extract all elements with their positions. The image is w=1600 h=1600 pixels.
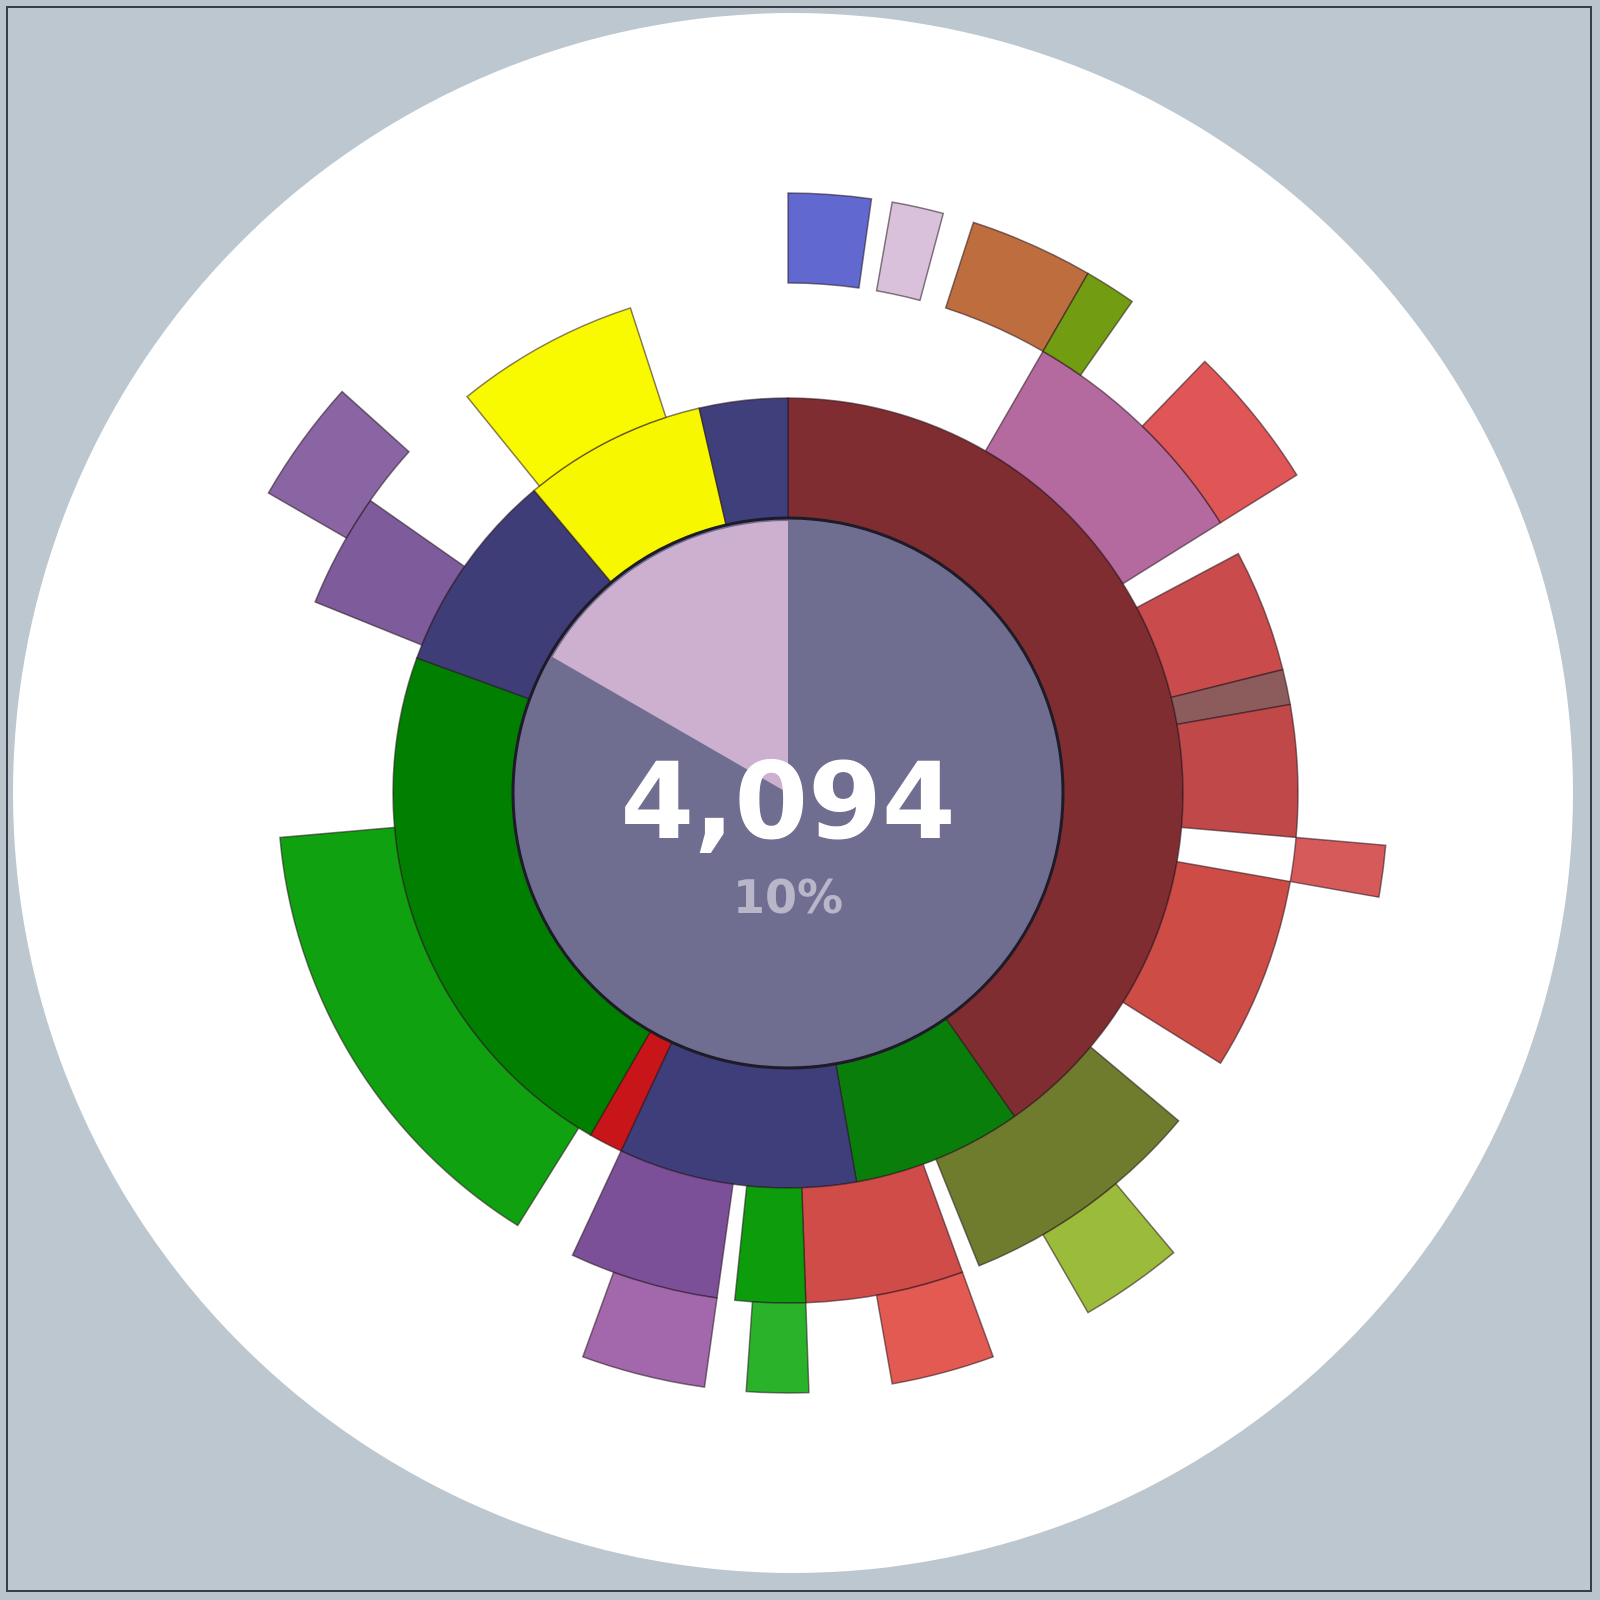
segment-bright-green[interactable] xyxy=(745,1300,810,1394)
segment-purple-outer[interactable] xyxy=(314,499,466,647)
center-caption: 10% xyxy=(733,870,843,924)
segment-coral-outer[interactable] xyxy=(875,1271,995,1385)
segment-violet-top[interactable] xyxy=(267,390,411,540)
center-highlight-wedge xyxy=(552,521,788,793)
center-value: 4,094 xyxy=(620,740,955,863)
segment-lime-leaf[interactable] xyxy=(1041,272,1134,377)
segment-coral-leaf[interactable] xyxy=(1141,360,1298,524)
segment-green-leaf[interactable] xyxy=(733,1185,807,1304)
segment-blue-top[interactable] xyxy=(787,192,873,289)
sunburst-chart: 4,094 10% xyxy=(13,13,1573,1573)
segment-salmon-leaf[interactable] xyxy=(1289,836,1387,899)
segment-red-leaf-c[interactable] xyxy=(1121,860,1292,1065)
segment-violet-outer[interactable] xyxy=(581,1271,718,1389)
segment-olive-leaf[interactable] xyxy=(934,1045,1180,1267)
segment-green-outer[interactable] xyxy=(279,826,580,1227)
sunburst-window: 4,094 10% xyxy=(6,6,1592,1592)
segment-pale-top[interactable] xyxy=(875,201,945,302)
segment-lime-outer[interactable] xyxy=(1041,1182,1175,1314)
segment-yellow-outer[interactable] xyxy=(465,307,667,488)
segment-red-leaf-b[interactable] xyxy=(1176,703,1299,839)
